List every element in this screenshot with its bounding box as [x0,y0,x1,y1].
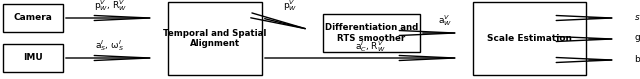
Text: $\mathrm{a}_S^I$, $\mathrm{\omega}_S^I$: $\mathrm{a}_S^I$, $\mathrm{\omega}_S^I$ [95,38,125,53]
Text: $s$: $s$ [634,14,640,23]
Text: $\mathrm{b}_C^a$: $\mathrm{b}_C^a$ [634,53,640,67]
Bar [323,14,420,52]
Text: $\mathrm{g}_W$: $\mathrm{g}_W$ [634,33,640,44]
Text: Camera: Camera [13,14,52,23]
Bar [3,44,63,72]
Bar [168,2,262,75]
Text: Scale Estimation: Scale Estimation [487,34,572,43]
Text: Temporal and Spatial
Alignment: Temporal and Spatial Alignment [163,29,267,48]
Text: IMU: IMU [23,53,43,62]
Bar [3,4,63,32]
Text: $\mathrm{a}_W^V$: $\mathrm{a}_W^V$ [438,13,452,28]
Text: $\mathrm{p}_W^V$, $\mathrm{R}_W^V$: $\mathrm{p}_W^V$, $\mathrm{R}_W^V$ [93,0,127,13]
Text: Differentiation and
RTS smoother: Differentiation and RTS smoother [325,23,418,43]
Text: $\mathrm{p}_W^V$: $\mathrm{p}_W^V$ [283,0,297,13]
Text: $\mathrm{a}_C^I$, $\mathrm{R}_W^V$: $\mathrm{a}_C^I$, $\mathrm{R}_W^V$ [355,39,385,54]
Bar [473,2,586,75]
